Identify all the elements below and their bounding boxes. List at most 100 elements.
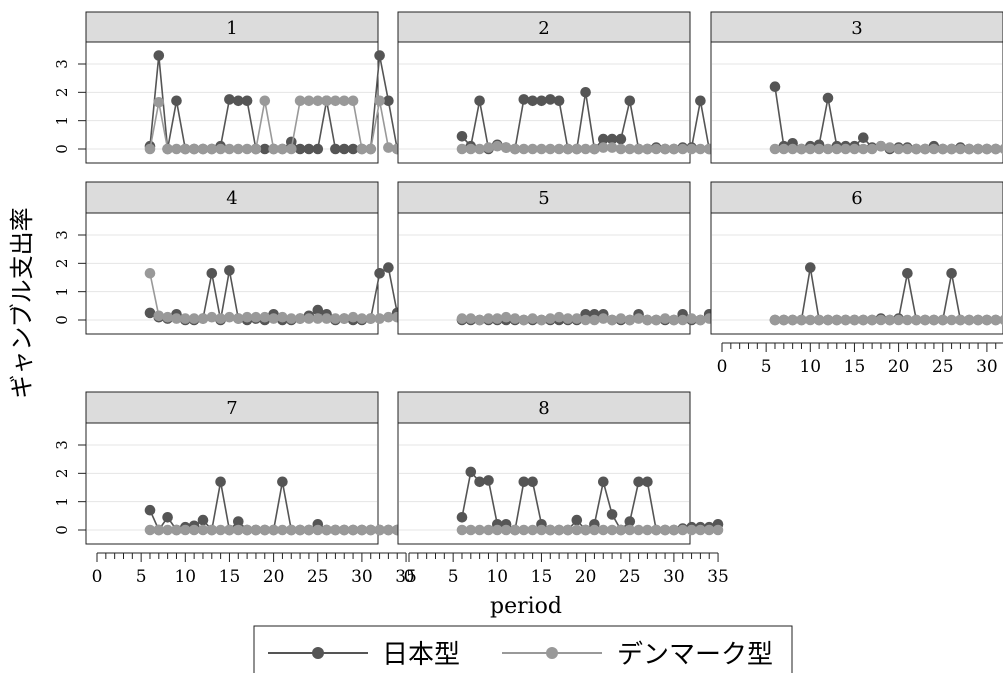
data-point xyxy=(347,311,359,323)
data-point xyxy=(624,143,636,155)
data-point xyxy=(500,142,512,153)
data-point xyxy=(615,143,627,155)
data-point xyxy=(642,314,653,326)
data-point xyxy=(642,143,653,155)
data-point xyxy=(383,262,394,273)
data-point xyxy=(197,313,209,324)
data-point xyxy=(659,524,671,536)
data-point xyxy=(598,142,609,153)
data-point xyxy=(483,475,494,486)
data-point xyxy=(695,524,706,536)
data-point xyxy=(277,143,288,155)
data-point xyxy=(312,313,324,324)
data-point xyxy=(153,524,165,536)
data-point xyxy=(365,143,377,155)
data-point xyxy=(518,314,530,326)
legend-box xyxy=(253,625,793,673)
data-point xyxy=(268,313,279,324)
data-point xyxy=(144,504,156,516)
data-point xyxy=(277,311,288,323)
data-point xyxy=(268,524,279,536)
facet-label: 5 xyxy=(538,188,549,209)
data-point xyxy=(144,143,156,155)
data-point xyxy=(171,524,182,536)
data-point xyxy=(686,143,697,155)
data-point xyxy=(197,524,209,536)
data-point xyxy=(805,143,816,155)
data-point xyxy=(624,314,636,326)
data-point xyxy=(955,143,966,155)
facet-strip xyxy=(397,11,691,43)
data-point xyxy=(294,313,306,324)
data-point xyxy=(338,524,350,536)
panel-5: 5 xyxy=(397,181,724,335)
data-point xyxy=(598,313,609,324)
facet-strip xyxy=(85,11,379,43)
facet-label: 7 xyxy=(226,398,237,419)
x-tick-label: 0 xyxy=(404,567,415,587)
data-point xyxy=(492,524,503,536)
data-point xyxy=(483,142,494,153)
data-point xyxy=(153,97,165,108)
data-point xyxy=(383,524,394,536)
data-point xyxy=(536,143,547,155)
panel-8: 8 0 5 10 15 20 25 30 35 xyxy=(397,391,729,587)
y-axis-title: ギャンブル支出率 xyxy=(8,207,36,398)
data-point xyxy=(374,313,385,324)
data-point xyxy=(206,524,218,536)
data-point xyxy=(695,143,706,155)
data-point xyxy=(633,476,644,488)
data-point xyxy=(589,314,600,326)
data-point xyxy=(972,314,984,326)
x-tick-label: 30 xyxy=(663,567,685,587)
data-point xyxy=(703,524,715,536)
data-point xyxy=(831,143,843,155)
data-point xyxy=(919,314,931,326)
data-point xyxy=(633,524,644,536)
y-tick-label: 1 xyxy=(53,116,71,126)
data-point xyxy=(259,95,271,107)
data-point xyxy=(668,524,680,536)
data-point xyxy=(224,143,235,155)
data-point xyxy=(884,142,896,153)
x-tick-label: 5 xyxy=(136,567,147,587)
data-point xyxy=(162,311,173,323)
data-point xyxy=(483,524,494,536)
x-tick-label: 25 xyxy=(619,567,641,587)
data-point xyxy=(233,516,244,527)
facet-strip xyxy=(710,181,1003,214)
data-point xyxy=(686,524,697,536)
data-point xyxy=(474,476,485,488)
data-point xyxy=(241,311,253,323)
data-point xyxy=(606,142,618,153)
data-point xyxy=(374,50,385,61)
data-point xyxy=(465,313,477,324)
data-point xyxy=(589,524,600,536)
data-point xyxy=(518,524,530,536)
data-point xyxy=(893,143,904,155)
data-point xyxy=(606,524,618,536)
data-point xyxy=(955,314,966,326)
data-point xyxy=(615,133,627,145)
data-point xyxy=(928,314,940,326)
data-point xyxy=(259,143,271,155)
data-point xyxy=(250,524,262,536)
legend: 日本型 デンマーク型 xyxy=(253,625,793,673)
data-point xyxy=(206,143,218,155)
x-tick-label: 5 xyxy=(448,567,459,587)
data-point xyxy=(866,143,878,155)
data-point xyxy=(553,524,565,536)
data-point xyxy=(553,311,565,323)
data-point xyxy=(330,313,341,324)
data-point xyxy=(518,476,530,488)
data-point xyxy=(330,524,341,536)
data-point xyxy=(144,268,156,279)
data-point xyxy=(536,95,547,107)
x-tick-label: 30 xyxy=(351,567,373,587)
data-point xyxy=(303,143,315,155)
data-point xyxy=(911,143,922,155)
data-point xyxy=(215,143,226,155)
data-point xyxy=(963,314,975,326)
x-tick-label: 15 xyxy=(531,567,553,587)
